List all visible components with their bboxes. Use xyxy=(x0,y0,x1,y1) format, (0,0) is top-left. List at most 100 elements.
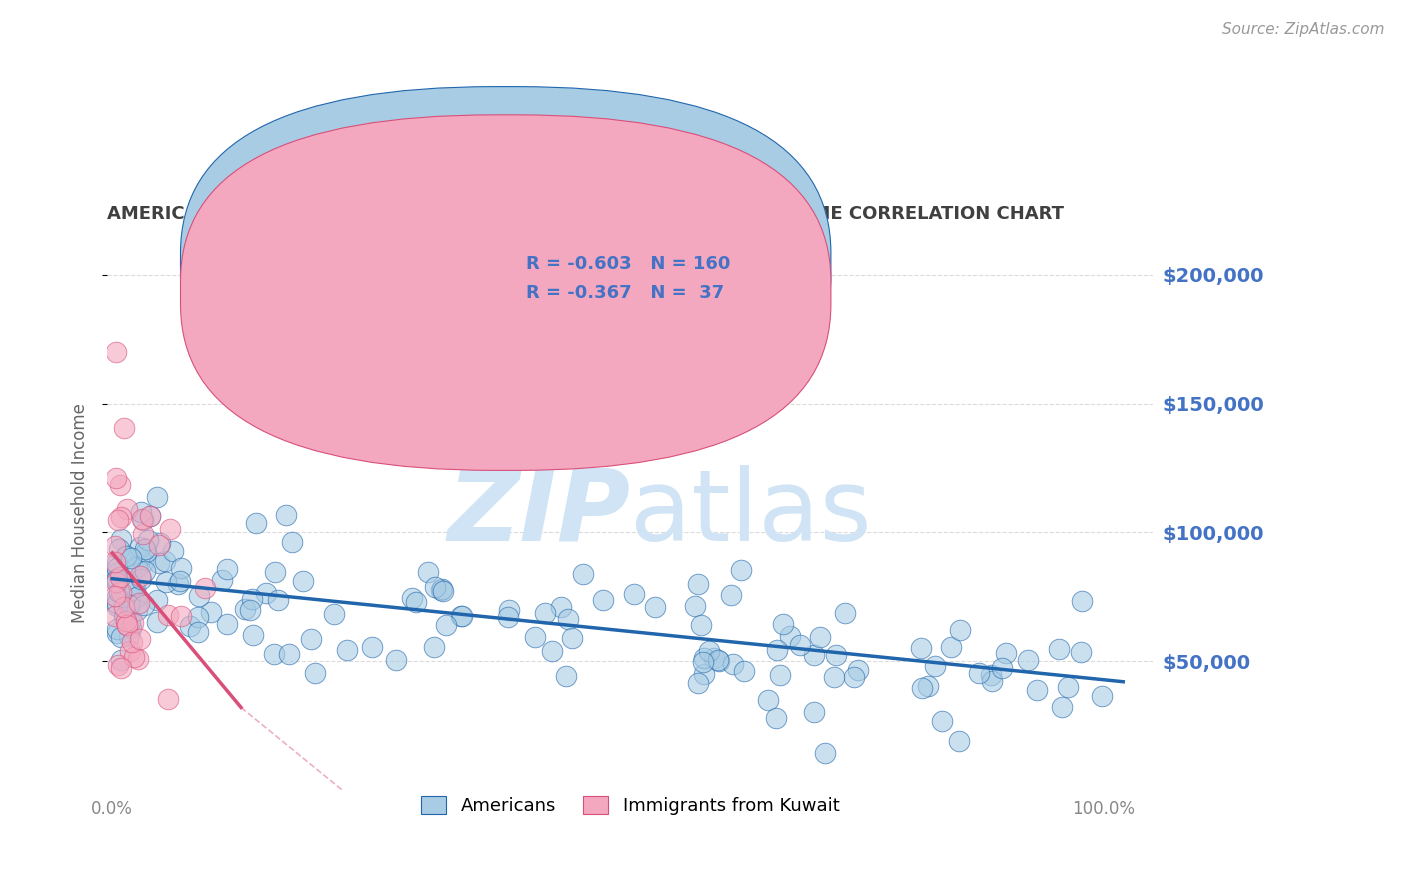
Point xyxy=(939,640,962,654)
Point xyxy=(264,565,287,579)
Point xyxy=(105,566,128,581)
Point xyxy=(146,491,169,505)
Point xyxy=(110,509,132,524)
Point xyxy=(291,574,314,588)
Point xyxy=(779,628,801,642)
Point xyxy=(120,551,142,566)
Point xyxy=(524,630,547,644)
Point xyxy=(623,587,645,601)
Point xyxy=(120,621,142,635)
Point xyxy=(689,618,711,632)
Point xyxy=(215,562,238,576)
Point xyxy=(1017,653,1039,667)
Point xyxy=(104,590,127,604)
Point xyxy=(803,705,825,719)
Point xyxy=(245,516,267,530)
Text: Source: ZipAtlas.com: Source: ZipAtlas.com xyxy=(1222,22,1385,37)
Point xyxy=(124,559,146,574)
Point xyxy=(825,648,848,663)
Point xyxy=(1025,682,1047,697)
Point xyxy=(105,596,128,610)
Point xyxy=(360,640,382,655)
Text: R = -0.367   N =  37: R = -0.367 N = 37 xyxy=(526,284,724,301)
Point xyxy=(416,565,439,579)
Point xyxy=(215,616,238,631)
Point xyxy=(534,607,557,621)
Point xyxy=(167,577,190,591)
Point xyxy=(233,602,256,616)
Point xyxy=(267,593,290,607)
Point xyxy=(112,610,135,624)
Point xyxy=(124,649,146,664)
Point xyxy=(169,574,191,588)
Point xyxy=(924,658,946,673)
Point xyxy=(127,560,149,574)
Point xyxy=(104,539,127,553)
Point xyxy=(110,661,132,675)
Point xyxy=(105,572,128,586)
Point xyxy=(114,614,136,628)
Point xyxy=(721,657,744,671)
Point xyxy=(1050,699,1073,714)
Point xyxy=(105,626,128,640)
Point xyxy=(187,624,209,639)
Point xyxy=(772,616,794,631)
Point xyxy=(146,593,169,607)
Point xyxy=(263,647,285,661)
Point xyxy=(110,532,132,546)
Point xyxy=(692,655,714,669)
Point xyxy=(592,593,614,607)
Point xyxy=(148,556,170,570)
Point xyxy=(450,608,472,623)
Point xyxy=(429,582,451,597)
Point xyxy=(572,566,595,581)
Point xyxy=(132,527,155,541)
Point xyxy=(336,642,359,657)
Point xyxy=(730,563,752,577)
Point xyxy=(110,631,132,645)
Point xyxy=(1091,689,1114,703)
Point xyxy=(127,603,149,617)
Point xyxy=(105,599,128,613)
Point xyxy=(769,667,792,681)
Point xyxy=(104,555,127,569)
Point xyxy=(823,670,845,684)
Point xyxy=(1070,644,1092,658)
Point xyxy=(156,692,179,706)
Point xyxy=(129,541,152,555)
Point xyxy=(423,580,446,594)
Point xyxy=(105,561,128,575)
Point xyxy=(789,638,811,652)
Point xyxy=(498,603,520,617)
Point xyxy=(170,561,193,575)
Point xyxy=(105,557,128,571)
Point xyxy=(693,651,716,665)
Point xyxy=(169,609,191,624)
Point xyxy=(720,588,742,602)
Point xyxy=(120,615,142,629)
Point xyxy=(240,592,263,607)
Point xyxy=(108,541,131,556)
Point xyxy=(128,550,150,565)
Point xyxy=(304,665,326,680)
Point xyxy=(703,651,725,665)
Point xyxy=(107,513,129,527)
Point xyxy=(105,471,128,485)
Point xyxy=(931,714,953,728)
Point xyxy=(541,644,564,658)
Legend: Americans, Immigrants from Kuwait: Americans, Immigrants from Kuwait xyxy=(413,789,846,822)
Point xyxy=(121,634,143,648)
Point xyxy=(148,537,170,551)
Point xyxy=(104,609,127,624)
Point xyxy=(117,597,139,611)
Point xyxy=(108,478,131,492)
Point xyxy=(110,584,132,599)
Point xyxy=(810,630,832,644)
Point xyxy=(949,623,972,637)
Point xyxy=(114,549,136,563)
Point xyxy=(118,599,141,613)
Point xyxy=(125,590,148,604)
Point xyxy=(110,570,132,584)
Point xyxy=(401,591,423,606)
Point xyxy=(145,615,167,630)
